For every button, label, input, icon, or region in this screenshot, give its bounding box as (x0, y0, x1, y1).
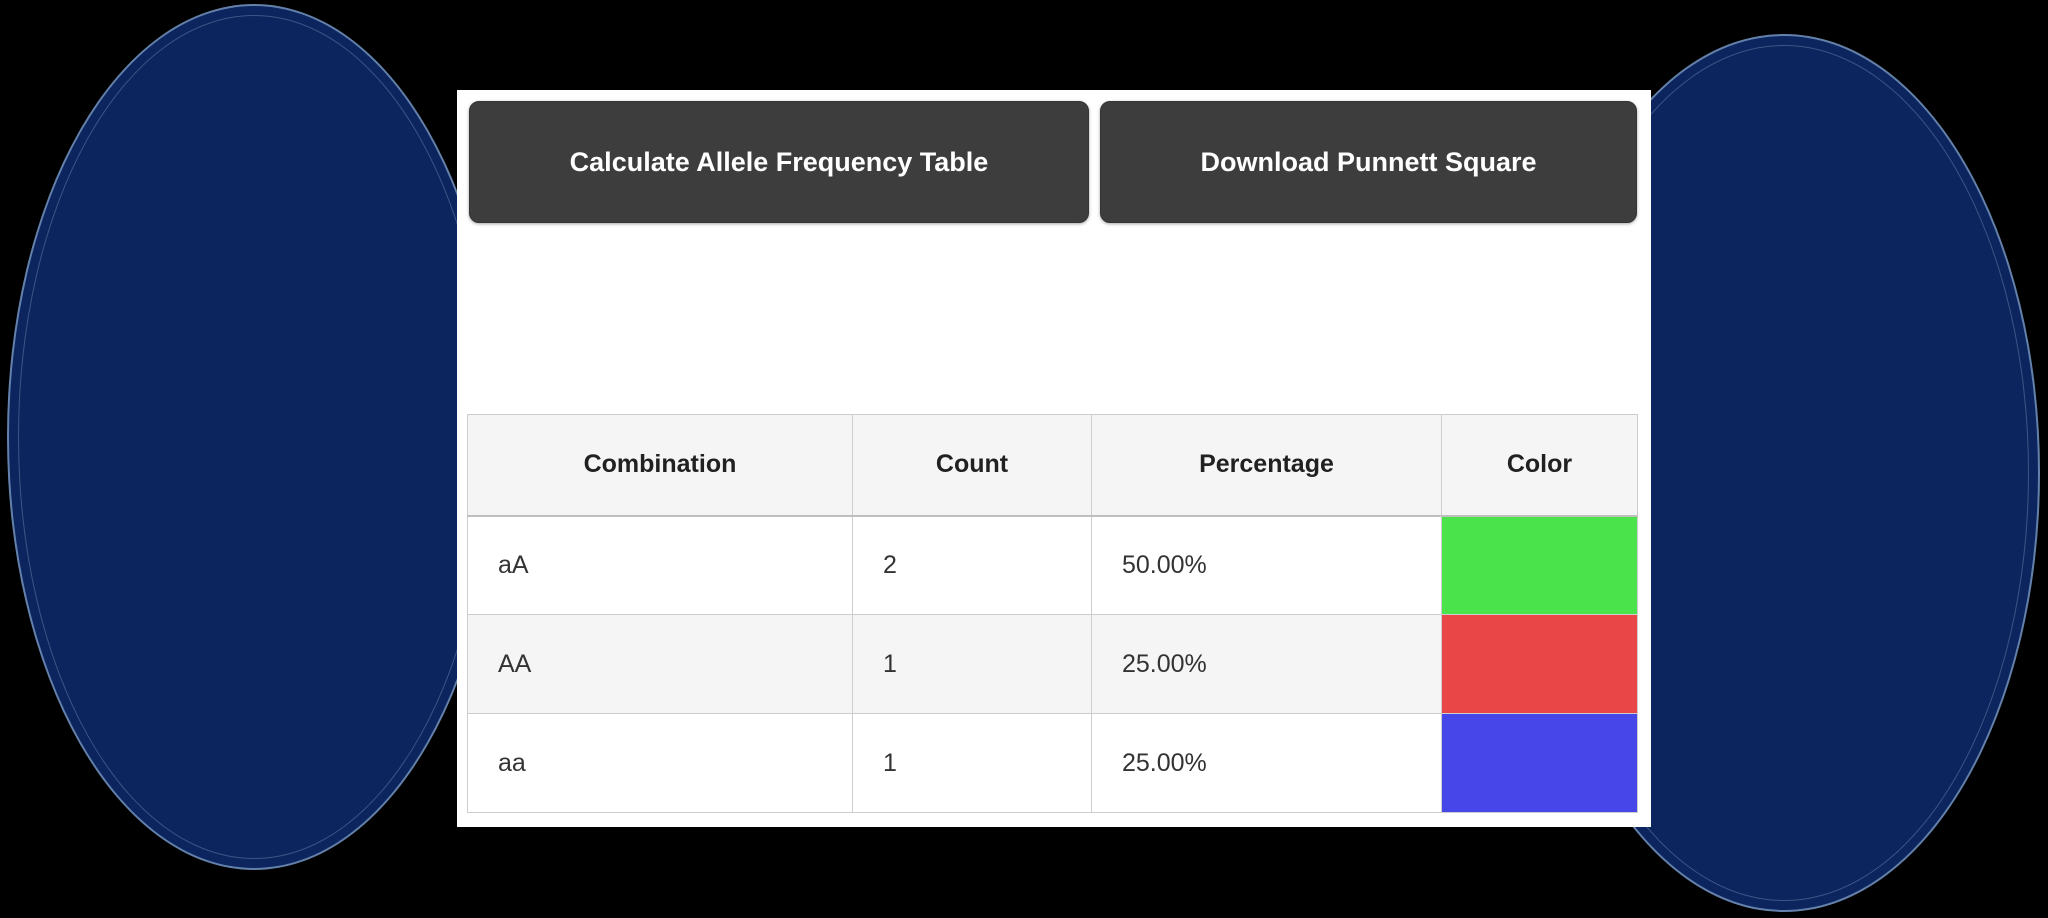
table-row: aa 1 25.00% (467, 713, 1638, 813)
combination-cell: aa (467, 713, 853, 813)
count-cell: 1 (852, 614, 1092, 714)
calculate-allele-frequency-button[interactable]: Calculate Allele Frequency Table (469, 101, 1089, 223)
allele-frequency-table: Combination Count Percentage Color aA 2 … (467, 414, 1638, 813)
color-column-header: Color (1441, 414, 1638, 517)
percentage-cell: 25.00% (1091, 614, 1442, 714)
percentage-cell: 25.00% (1091, 713, 1442, 813)
percentage-cell: 50.00% (1091, 515, 1442, 615)
combination-cell: AA (467, 614, 853, 714)
color-swatch-cell (1441, 713, 1638, 813)
download-punnett-square-button[interactable]: Download Punnett Square (1100, 101, 1637, 223)
count-column-header: Count (852, 414, 1092, 517)
left-ellipse-decoration (7, 4, 501, 870)
color-swatch-cell (1441, 614, 1638, 714)
table-header-row: Combination Count Percentage Color (467, 414, 1638, 517)
toolbar: Calculate Allele Frequency Table Downloa… (469, 101, 1639, 223)
app-card: Calculate Allele Frequency Table Downloa… (457, 90, 1651, 827)
table-row: aA 2 50.00% (467, 515, 1638, 615)
percentage-column-header: Percentage (1091, 414, 1442, 517)
combination-cell: aA (467, 515, 853, 615)
color-swatch-cell (1441, 515, 1638, 615)
combination-column-header: Combination (467, 414, 853, 517)
count-cell: 1 (852, 713, 1092, 813)
table-row: AA 1 25.00% (467, 614, 1638, 714)
count-cell: 2 (852, 515, 1092, 615)
